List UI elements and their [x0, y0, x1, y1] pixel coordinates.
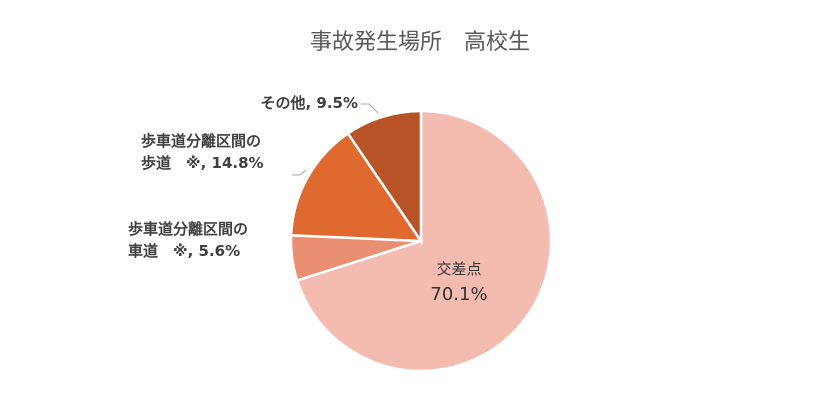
data-label: 歩車道分離区間の 歩道 ※, 14.8% — [141, 130, 301, 174]
data-label: その他, 9.5% — [180, 92, 358, 114]
data-label: 交差点 70.1% — [399, 256, 519, 308]
category-label: その他 — [260, 94, 306, 112]
category-label: 歩車道分離区間の 車道 ※ — [128, 220, 249, 260]
pie-slice — [295, 109, 553, 373]
pie-slice — [289, 131, 424, 243]
pie-slice — [346, 109, 423, 246]
category-label: 歩車道分離区間の 歩道 ※ — [141, 132, 262, 172]
leader-line — [361, 103, 379, 114]
value-label: , 9.5% — [305, 94, 358, 112]
category-label: 交差点 — [436, 260, 482, 278]
value-label: 70.1% — [430, 284, 488, 305]
leader-line — [292, 169, 307, 176]
chart-title: 事故発生場所 高校生 — [309, 30, 530, 55]
value-label: , 5.6% — [187, 242, 241, 260]
data-label: 歩車道分離区間の 車道 ※, 5.6% — [128, 218, 288, 262]
value-label: , 14.8% — [200, 154, 264, 172]
